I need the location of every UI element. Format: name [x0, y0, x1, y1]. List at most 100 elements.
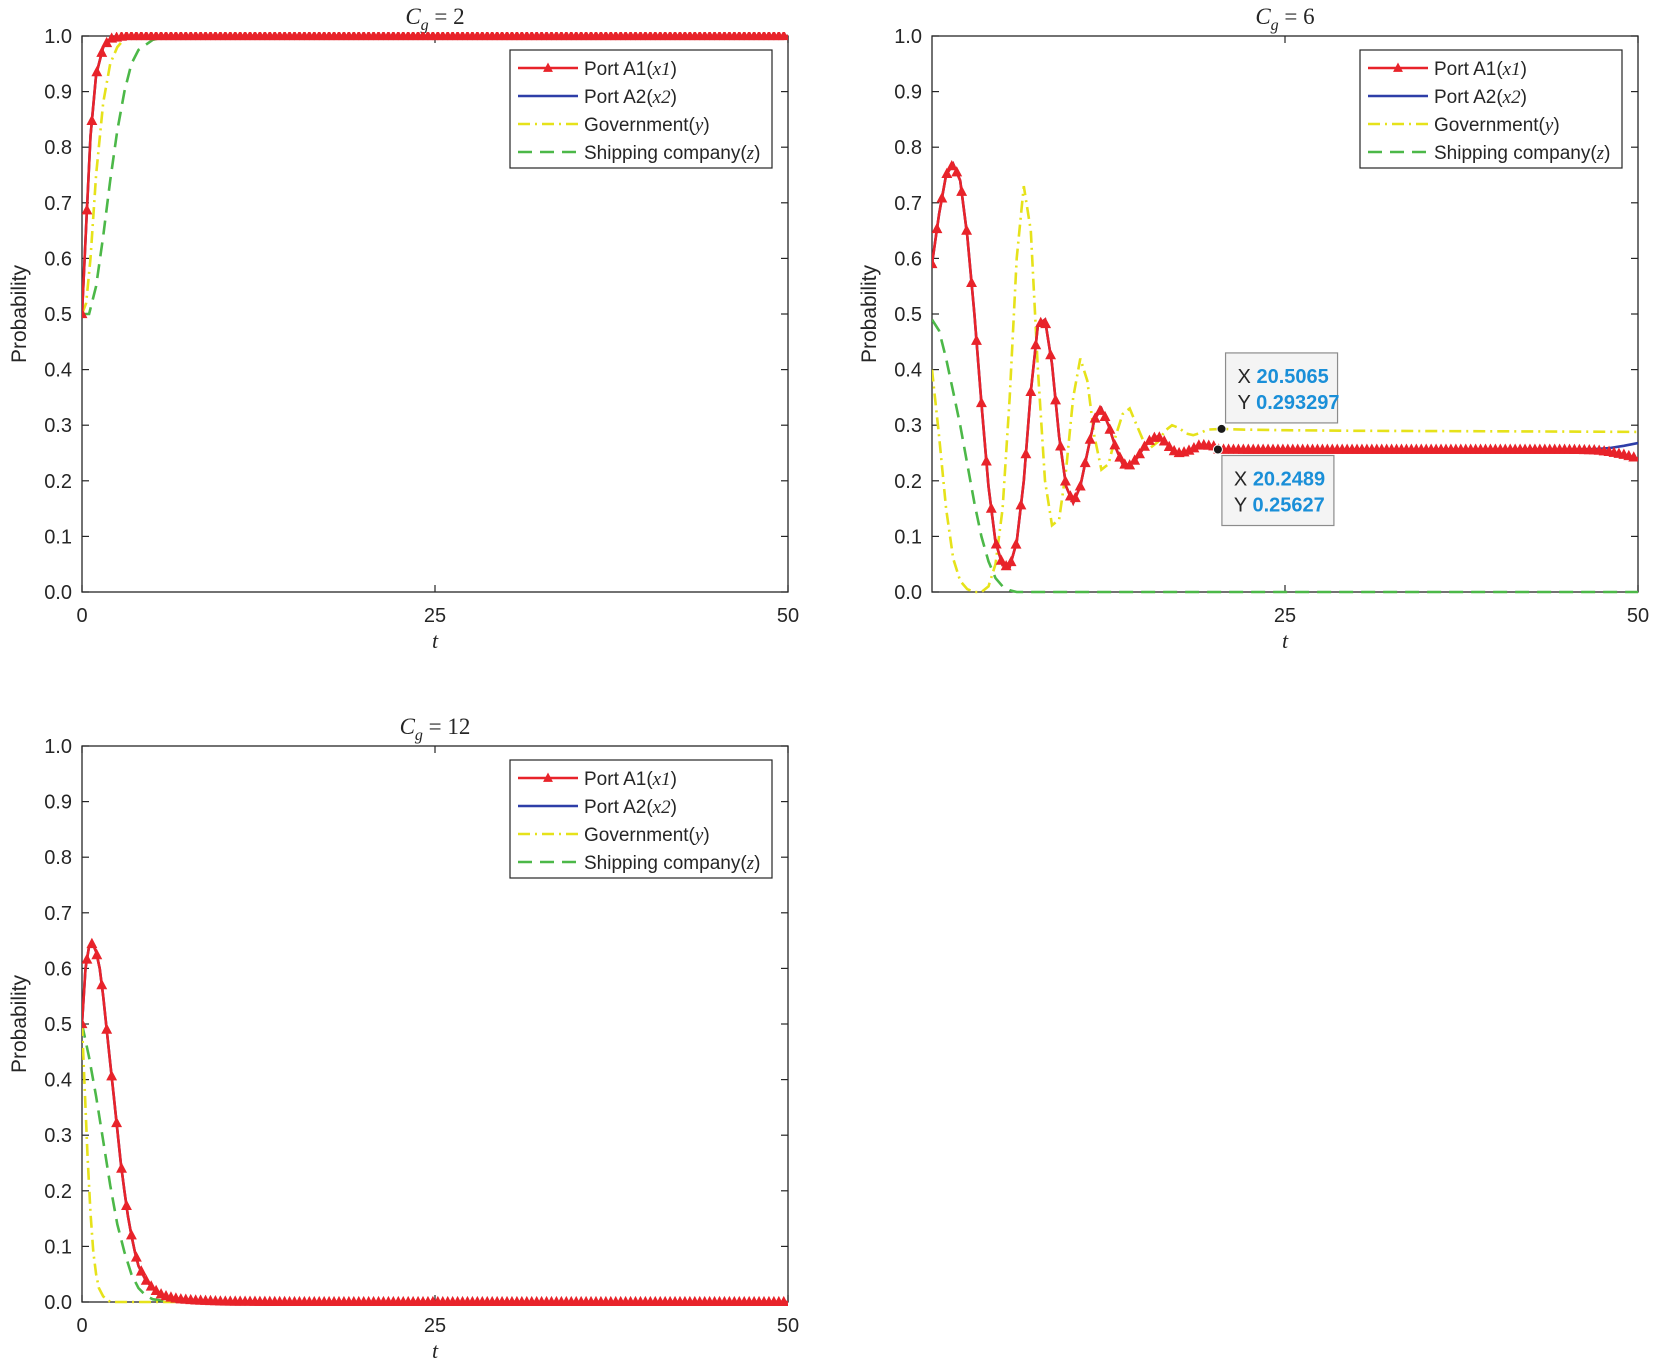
series-marker-x1: [1139, 440, 1150, 451]
legend-label-var: x2: [652, 797, 671, 818]
series-line-x2: [82, 941, 788, 1304]
legend-label-var: z: [1596, 143, 1605, 164]
x-tick-label: 25: [1274, 605, 1296, 627]
x-tick-label: 0: [76, 605, 87, 627]
series-marker-x1: [1005, 555, 1017, 567]
legend-label-text: Shipping company(: [1434, 143, 1597, 164]
legend-label-close: ): [1553, 115, 1559, 136]
y-tick-label: 0.0: [894, 582, 922, 604]
legend-label-var: x2: [1502, 87, 1521, 108]
series-marker-x1: [975, 396, 987, 408]
legend-label-close: ): [671, 87, 677, 108]
y-tick-label: 0.3: [44, 415, 72, 437]
series-marker-x1: [1129, 454, 1141, 465]
series-marker-x1: [1069, 491, 1081, 503]
legend-marker-x1: [543, 772, 553, 782]
legend-label-x2: Port A2(x2): [584, 797, 677, 818]
legend-label-var: z: [746, 853, 755, 874]
legend-label-close: ): [1521, 59, 1527, 80]
series-marker-x1: [1055, 440, 1066, 451]
legend-label-x1: Port A1(x1): [584, 59, 677, 80]
series-marker-x1: [1079, 456, 1091, 468]
datatip-y-value: 0.293297: [1256, 392, 1339, 414]
series-marker-x1: [1104, 423, 1116, 434]
series-marker-x1: [946, 159, 958, 171]
series-marker-x1: [1015, 499, 1027, 510]
series-marker-x1: [1059, 475, 1071, 486]
y-tick-label: 0.1: [894, 526, 922, 548]
series-marker-x1: [1050, 394, 1061, 405]
series-marker-x1: [1628, 451, 1638, 462]
y-tick-label: 0.2: [44, 1181, 72, 1203]
y-tick-label: 0.4: [44, 360, 72, 382]
series-group: [82, 32, 788, 319]
series-marker-x1: [1134, 447, 1146, 459]
y-tick-label: 0.2: [44, 471, 72, 493]
y-tick-label: 0.8: [44, 137, 72, 159]
legend-label-var: y: [1543, 115, 1554, 136]
chart-panel-3: 0.0 0.1 0.2 0.3 0.4 0.5 0.6 0.7 0.8 0.9 1.0 0 25 50 t P…: [8, 714, 799, 1359]
series-marker-x1: [1030, 338, 1042, 350]
legend-label-var: x1: [652, 769, 671, 790]
datatip-y-label: Y: [1234, 495, 1253, 517]
series-marker-x1: [778, 1295, 788, 1306]
chart-panel-1: 0.0 0.1 0.2 0.3 0.4 0.5 0.6 0.7 0.8 0.9 1.0 0 25 50 t P…: [8, 4, 799, 653]
legend-label-text: Port A1(: [1434, 59, 1503, 80]
legend-label-close: ): [671, 59, 677, 80]
legend-label-x1: Port A1(x1): [1434, 59, 1527, 80]
y-tick-label: 0.4: [44, 1070, 72, 1092]
series-marker-x1: [1114, 451, 1126, 462]
datatip-x-text: X 20.5065: [1238, 366, 1329, 388]
y-tick-label: 0.5: [894, 304, 922, 326]
x-tick-label: 25: [424, 1315, 446, 1337]
y-tick-label: 0.6: [44, 248, 72, 270]
series-line-z: [932, 318, 1638, 594]
datatip-y-label: Y: [1238, 392, 1257, 414]
legend-label-text: Port A1(: [584, 59, 653, 80]
series-marker-x1: [116, 1162, 127, 1173]
series-marker-x1: [1074, 480, 1086, 491]
x-tick-label: 50: [1627, 605, 1649, 627]
series-marker-x1: [1010, 538, 1022, 549]
datatip-box: [1221, 454, 1335, 527]
y-tick-label: 1.0: [44, 26, 72, 48]
series-group: [82, 937, 788, 1306]
series-marker-x1: [990, 538, 1002, 549]
legend-box: [509, 49, 773, 169]
datatip-x-value: 20.5065: [1256, 366, 1328, 388]
y-tick-label: 0.7: [894, 193, 922, 215]
series-marker-x1: [1158, 435, 1170, 446]
chart-title-sub: g: [1271, 17, 1279, 34]
x-tick-label: 25: [424, 605, 446, 627]
legend-label-var: x2: [652, 87, 671, 108]
chart-title: Cg = 2: [405, 4, 464, 34]
legend-label-text: Port A2(: [584, 87, 653, 108]
y-tick-label: 0.4: [894, 360, 922, 382]
series-marker-x1: [951, 166, 963, 177]
datatip-box: [1224, 352, 1339, 424]
series-marker-x1: [82, 953, 93, 964]
chart-title-base: C: [1255, 4, 1271, 29]
legend-label-text: Shipping company(: [584, 143, 747, 164]
datatip-y-text: Y 0.25627: [1234, 495, 1325, 517]
legend-label-var: y: [693, 825, 704, 846]
chart-title-rest: = 6: [1279, 4, 1315, 29]
legend-label-x1: Port A1(x1): [584, 769, 677, 790]
series-marker-x1: [1153, 431, 1165, 442]
legend-label-var: y: [693, 115, 704, 136]
series-marker-x1: [125, 1229, 137, 1240]
legend-label-text: Government(: [584, 825, 696, 846]
datatip-y-text: Y 0.293297: [1238, 392, 1340, 414]
series-marker-x1: [86, 114, 98, 125]
y-tick-label: 0.9: [894, 82, 922, 104]
chart-panel-2: 0.0 0.1 0.2 0.3 0.4 0.5 0.6 0.7 0.8 0.9 1.0 25 50 t Pr…: [858, 4, 1649, 653]
series-marker-x1: [1099, 410, 1111, 422]
legend-label-text: Port A2(: [584, 797, 653, 818]
legend-label-var: x1: [1502, 59, 1521, 80]
datatip-y-value: 0.25627: [1252, 495, 1324, 517]
datatip-x-label: X: [1238, 366, 1257, 388]
datatip-point: [1212, 444, 1223, 455]
series-marker-x1: [135, 1265, 147, 1276]
legend-label-close: ): [671, 797, 677, 818]
series-marker-x1: [956, 185, 968, 196]
